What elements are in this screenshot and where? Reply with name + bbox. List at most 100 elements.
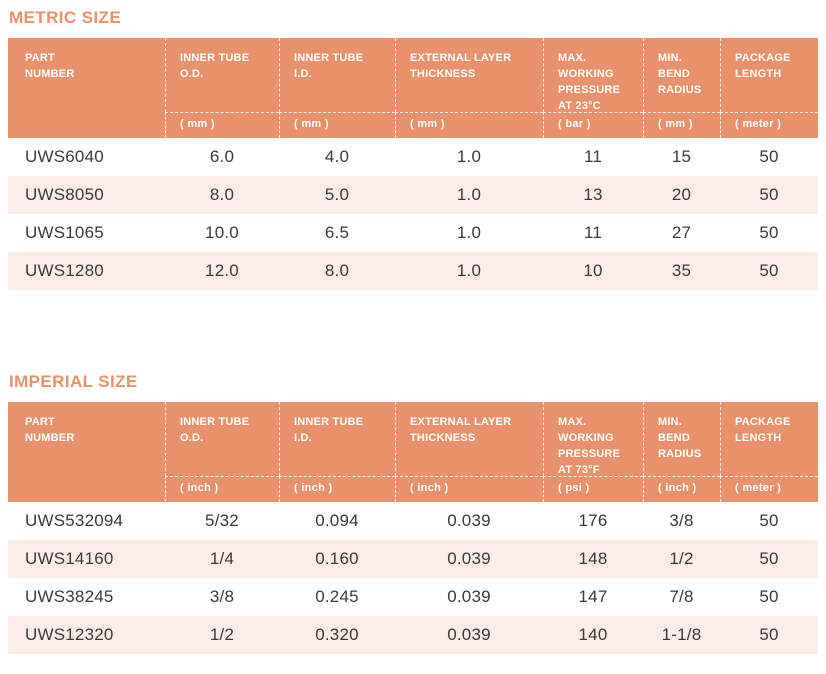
table-row: UWS14160 1/4 0.160 0.039 148 1/2 50 (8, 540, 818, 578)
part-number-cell: UWS1280 (25, 261, 104, 280)
value-cell: 0.245 (315, 587, 359, 606)
part-number-cell: UWS8050 (25, 185, 104, 204)
metric-size-section: METRIC SIZE PART NUMBER INNER TUBE O.D. … (8, 8, 818, 290)
value-cell: 1/2 (209, 625, 235, 644)
value-cell: 1-1/8 (661, 625, 702, 644)
imperial-size-title: IMPERIAL SIZE (9, 372, 138, 391)
value-cell: 20 (671, 185, 692, 204)
unit-package-length: ( meter ) (720, 476, 818, 502)
value-cell: 0.320 (315, 625, 359, 644)
value-cell: 50 (759, 511, 779, 530)
value-cell: 50 (759, 549, 779, 568)
column-header-min-bend-radius: MIN. BEND RADIUS (643, 402, 720, 476)
column-header-inner-tube-od: INNER TUBE O.D. (165, 402, 279, 476)
unit-inner-tube-id: ( mm ) (279, 112, 395, 138)
column-header-external-layer-thickness: EXTERNAL LAYER THICKNESS (395, 402, 543, 476)
value-cell: 5/32 (205, 511, 239, 530)
value-cell: 8.0 (324, 261, 350, 280)
column-header-part-number: PART NUMBER (25, 416, 75, 444)
column-header-part-number: PART NUMBER (25, 52, 75, 80)
part-number-cell: UWS1065 (25, 223, 104, 242)
part-number-cell: UWS38245 (25, 587, 114, 606)
column-header-inner-tube-od: INNER TUBE O.D. (165, 38, 279, 112)
value-cell: 50 (759, 223, 779, 242)
value-cell: 3/8 (209, 587, 235, 606)
value-cell: 1.0 (456, 147, 482, 166)
column-header-inner-tube-id: INNER TUBE I.D. (279, 402, 395, 476)
imperial-table-header: PART NUMBER INNER TUBE O.D. INNER TUBE I… (8, 402, 818, 502)
value-cell: 50 (759, 587, 779, 606)
value-cell: 27 (671, 223, 692, 242)
value-cell: 10.0 (205, 223, 239, 242)
value-cell: 11 (583, 147, 603, 166)
column-header-package-length: PACKAGE LENGTH (720, 402, 818, 476)
value-cell: 50 (759, 147, 779, 166)
value-cell: 6.0 (209, 147, 235, 166)
table-row: UWS38245 3/8 0.245 0.039 147 7/8 50 (8, 578, 818, 616)
unit-min-bend-radius: ( inch ) (643, 476, 720, 502)
column-header-package-length: PACKAGE LENGTH (720, 38, 818, 112)
value-cell: 7/8 (669, 587, 694, 606)
value-cell: 176 (578, 511, 608, 530)
column-header-external-layer-thickness: EXTERNAL LAYER THICKNESS (395, 38, 543, 112)
unit-max-working-pressure: ( bar ) (543, 112, 643, 138)
unit-package-length: ( meter ) (720, 112, 818, 138)
value-cell: 1/4 (209, 549, 235, 568)
imperial-table-body: UWS532094 5/32 0.094 0.039 176 3/8 50 UWS14160 1… (8, 502, 818, 654)
part-number-cell: UWS532094 (25, 511, 124, 530)
column-header-max-working-pressure: MAX. WORKING PRESSURE AT 73°F (543, 402, 643, 476)
unit-max-working-pressure: ( psi ) (543, 476, 643, 502)
imperial-spec-table: PART NUMBER INNER TUBE O.D. INNER TUBE I… (8, 402, 818, 654)
value-cell: 15 (671, 147, 692, 166)
unit-inner-tube-id: ( inch ) (279, 476, 395, 502)
value-cell: 4.0 (324, 147, 350, 166)
column-header-inner-tube-id: INNER TUBE I.D. (279, 38, 395, 112)
metric-table-header: PART NUMBER INNER TUBE O.D. INNER TUBE I… (8, 38, 818, 138)
value-cell: 0.094 (315, 511, 359, 530)
value-cell: 6.5 (324, 223, 350, 242)
value-cell: 0.039 (447, 587, 491, 606)
value-cell: 1.0 (456, 261, 482, 280)
value-cell: 0.039 (447, 549, 491, 568)
unit-inner-tube-od: ( inch ) (165, 476, 279, 502)
unit-external-layer-thickness: ( inch ) (395, 476, 543, 502)
column-header-max-working-pressure: MAX. WORKING PRESSURE AT 23°C (543, 38, 643, 112)
value-cell: 8.0 (209, 185, 235, 204)
value-cell: 5.0 (324, 185, 350, 204)
metric-table-body: UWS6040 6.0 4.0 1.0 11 15 50 UWS8050 8.0 5.0 1.0 13… (8, 138, 818, 290)
page: METRIC SIZE PART NUMBER INNER TUBE O.D. … (8, 8, 818, 654)
value-cell: 1.0 (456, 223, 482, 242)
table-row: UWS6040 6.0 4.0 1.0 11 15 50 (8, 138, 818, 176)
value-cell: 3/8 (669, 511, 694, 530)
value-cell: 35 (671, 261, 692, 280)
value-cell: 13 (583, 185, 603, 204)
value-cell: 1/2 (669, 549, 694, 568)
value-cell: 11 (583, 223, 603, 242)
value-cell: 147 (578, 587, 608, 606)
value-cell: 0.039 (447, 625, 491, 644)
table-row: UWS1280 12.0 8.0 1.0 10 35 50 (8, 252, 818, 290)
value-cell: 50 (759, 261, 779, 280)
part-number-cell: UWS6040 (25, 147, 104, 166)
unit-external-layer-thickness: ( mm ) (395, 112, 543, 138)
value-cell: 140 (578, 625, 608, 644)
value-cell: 0.039 (447, 511, 491, 530)
table-row: UWS532094 5/32 0.094 0.039 176 3/8 50 (8, 502, 818, 540)
column-header-min-bend-radius: MIN. BEND RADIUS (643, 38, 720, 112)
table-row: UWS1065 10.0 6.5 1.0 11 27 50 (8, 214, 818, 252)
value-cell: 12.0 (205, 261, 239, 280)
part-number-cell: UWS14160 (25, 549, 114, 568)
value-cell: 0.160 (315, 549, 359, 568)
unit-inner-tube-od: ( mm ) (165, 112, 279, 138)
table-row: UWS8050 8.0 5.0 1.0 13 20 50 (8, 176, 818, 214)
table-row: UWS12320 1/2 0.320 0.039 140 1-1/8 50 (8, 616, 818, 654)
value-cell: 50 (759, 185, 779, 204)
part-number-cell: UWS12320 (25, 625, 114, 644)
unit-min-bend-radius: ( mm ) (643, 112, 720, 138)
metric-spec-table: PART NUMBER INNER TUBE O.D. INNER TUBE I… (8, 38, 818, 290)
value-cell: 10 (583, 261, 603, 280)
value-cell: 148 (578, 549, 608, 568)
value-cell: 50 (759, 625, 779, 644)
metric-size-title: METRIC SIZE (9, 8, 122, 27)
value-cell: 1.0 (456, 185, 482, 204)
